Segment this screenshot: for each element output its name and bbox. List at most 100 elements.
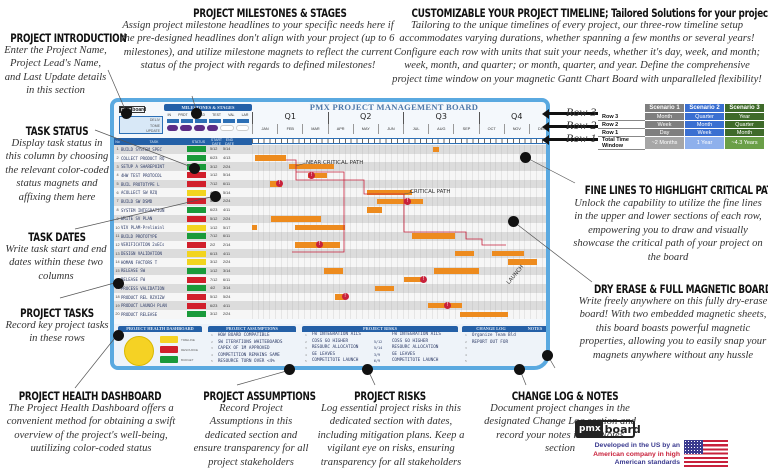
status-magnet[interactable] [187,181,206,188]
task-name[interactable]: BUILD PROTOTYPE [121,233,158,239]
task-name[interactable]: VERIFICATION 2xECs [121,242,165,248]
task-row[interactable]: 11 BUILD PROTOTYPE 7/12 6/11 [114,231,546,241]
gantt-lane[interactable] [252,153,546,163]
risk-row[interactable]: 1 FW INTEGRATION AILS FW INTEGRATION AILS [305,332,441,337]
start-date[interactable]: 7/12 [210,182,218,187]
task-row[interactable]: 4 4HW TEST PROTOCOL 1/12 5/14 ! [114,171,546,180]
end-date[interactable]: 5/17 [223,225,231,230]
status-magnet[interactable] [187,241,206,248]
overall-status-gauge[interactable] [124,336,154,366]
status-magnet[interactable] [187,250,206,257]
task-name[interactable]: PROCESS VALIDATION [121,285,165,291]
start-date[interactable]: 7/12 [210,234,218,239]
gantt-lane[interactable] [252,231,546,241]
status-magnet[interactable] [187,311,206,318]
task-name[interactable]: PRODUCT LAUNCH PLAN [121,303,167,309]
end-date[interactable]: 5/14 [223,190,231,195]
task-bar-magnet[interactable] [492,250,524,257]
task-bar-magnet[interactable] [308,172,328,179]
start-date[interactable]: 6/23 [210,156,218,161]
task-bar-magnet[interactable] [335,294,345,300]
end-date[interactable]: 3/14 [223,286,231,291]
risk-row[interactable]: 3 RESOURC ALLOCATION 5/14 RESOURC ALLOCATIO… [305,345,439,350]
warning-icon[interactable]: ! [420,275,427,283]
warning-icon[interactable]: ! [308,171,315,179]
end-date[interactable]: 6/11 [223,234,231,239]
task-name[interactable]: RELEASE FW [121,277,146,283]
start-date[interactable]: 4/2 [210,286,216,291]
start-date[interactable]: 3/12 [210,164,218,169]
warning-icon[interactable]: ! [276,180,283,188]
task-name[interactable]: DESIGN VALIDATION [121,251,162,257]
gantt-lane[interactable]: ! [252,171,546,180]
gantt-lane[interactable] [252,249,546,258]
gantt-lane[interactable] [252,266,546,276]
milestones-section[interactable]: MILESTONES & STAGES INPRDTBUILDTESTVALLA… [164,104,252,138]
risks-panel[interactable]: PROJECT RISKS 1 FW INTEGRATION AILS FW INT… [302,326,458,366]
end-date[interactable]: 4/11 [223,208,231,213]
end-date[interactable]: 4/13 [223,156,231,161]
gantt-lane[interactable]: ! [252,197,546,206]
task-bar-magnet[interactable] [404,276,424,283]
task-bar-magnet[interactable] [324,268,344,274]
task-name[interactable]: PRODUCT RELEASE [121,311,158,317]
task-name[interactable]: ACOLLECT SW RZQ [121,190,158,196]
status-magnet[interactable] [187,259,206,266]
warning-icon[interactable]: ! [316,241,323,249]
status-magnet[interactable] [187,155,206,162]
end-date[interactable]: 5/14 [223,147,231,152]
task-row[interactable]: 15 RELEASE SW 1/12 3/14 [114,266,546,276]
gantt-lane[interactable]: ! [252,301,546,311]
status-magnet[interactable] [187,146,206,153]
start-date[interactable]: 2/2 [210,242,216,247]
start-date[interactable]: 5/12 [210,147,218,152]
task-row[interactable]: 13 DESIGN VALIDATION 6/13 4/11 [114,249,546,258]
start-date[interactable]: 7/12 [210,277,218,282]
timeline-health-magnet[interactable] [160,336,178,343]
status-magnet[interactable] [187,189,206,196]
task-bar-magnet[interactable] [269,181,283,187]
resource-health-magnet[interactable] [160,346,178,353]
end-date[interactable]: 2/24 [223,260,231,265]
warning-icon[interactable]: ! [404,197,411,205]
risk-row[interactable]: 4 GE LEAVES 3/9 GE LEAVES [305,351,416,357]
status-magnet[interactable] [187,294,206,301]
task-bar-magnet[interactable] [367,207,382,213]
gantt-lane[interactable]: ! [252,240,546,250]
gantt-lane[interactable] [252,284,546,293]
status-magnet[interactable] [187,302,206,309]
task-bar-magnet[interactable] [412,233,456,239]
status-magnet[interactable] [187,233,206,240]
task-bar-magnet[interactable] [367,189,412,196]
task-name[interactable]: BUIL PROTOTYPE L [121,181,160,187]
end-date[interactable]: 6/11 [223,182,231,187]
gantt-lane[interactable] [252,162,546,172]
start-date[interactable]: 1/12 [210,173,218,178]
status-magnet[interactable] [187,172,206,179]
end-date[interactable]: 3/14 [223,268,231,273]
start-date[interactable]: 5/12 [210,295,218,300]
risk-row[interactable]: 2 COSS GO HIGHER 5/12 COSS GO HIGHER [305,338,429,344]
task-row[interactable]: 20 PRODUCT RELEASE 3/12 2/24 [114,310,546,319]
start-date[interactable]: 6/23 [210,303,218,308]
gantt-lane[interactable] [252,223,546,232]
task-bar-magnet[interactable] [252,224,257,231]
status-magnet[interactable] [187,276,206,283]
warning-icon[interactable]: ! [444,301,451,309]
gantt-lane[interactable]: ! [252,275,546,284]
assumptions-panel[interactable]: PROJECT ASSUMPTIONS 1 HOW BOARD COMPATIBL… [208,326,296,366]
end-date[interactable]: 2/24 [223,312,231,317]
gantt-lane[interactable] [252,205,546,215]
end-date[interactable]: 5/24 [223,295,231,300]
gantt-lane[interactable] [252,145,546,154]
gantt-lane[interactable]: ! [252,179,546,189]
task-bar-magnet[interactable] [271,216,321,222]
task-name[interactable]: HOMAN FACTORS T [121,259,158,265]
task-name[interactable]: RELEASE SW [121,268,146,274]
start-date[interactable]: 3/12 [210,312,218,317]
end-date[interactable]: 4/11 [223,251,231,256]
task-name[interactable]: PRODUCT REL RZVIZW [121,294,165,300]
start-date[interactable]: 1/12 [210,268,218,273]
task-bar-magnet[interactable] [432,146,440,152]
task-bar-magnet[interactable] [434,268,480,274]
